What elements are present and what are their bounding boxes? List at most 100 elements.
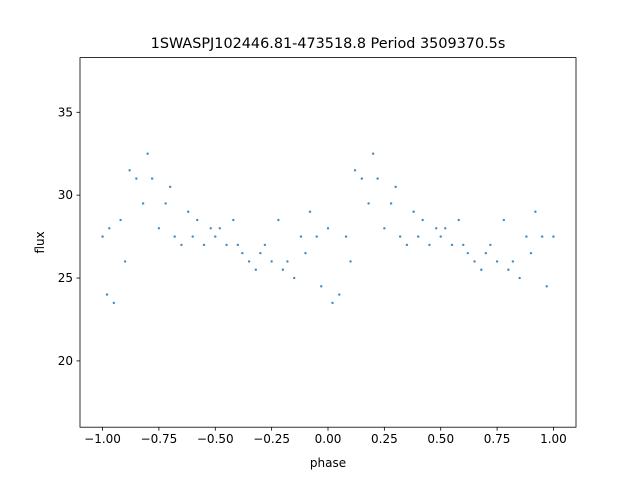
data-point: [444, 227, 447, 230]
data-point: [552, 235, 555, 238]
data-point: [286, 260, 289, 263]
x-tick-label: −1.00: [84, 432, 121, 446]
data-point: [421, 218, 424, 222]
data-point: [263, 243, 267, 247]
x-tick-label: 0.75: [484, 432, 511, 446]
data-point: [462, 243, 465, 247]
data-point: [292, 276, 296, 280]
data-point: [123, 260, 127, 263]
data-point: [308, 210, 312, 213]
data-point: [270, 260, 273, 263]
data-point: [254, 268, 258, 271]
data-point: [466, 251, 469, 255]
data-point: [435, 227, 438, 230]
data-point: [457, 218, 460, 222]
data-point: [112, 301, 116, 305]
x-axis-label: phase: [310, 456, 346, 470]
data-point: [259, 251, 262, 255]
data-point: [232, 218, 235, 222]
data-point: [209, 227, 212, 230]
plot-frame: [79, 57, 577, 428]
y-tick-label: 30: [58, 188, 73, 202]
plot-area: [80, 57, 576, 428]
data-point: [304, 251, 307, 255]
data-point: [146, 152, 149, 155]
data-point: [480, 268, 483, 271]
x-tick-label: −0.75: [141, 432, 178, 446]
data-point: [225, 243, 228, 247]
data-point: [320, 285, 323, 288]
data-point: [331, 301, 334, 305]
data-point: [371, 152, 375, 155]
data-point: [507, 268, 510, 271]
data-point: [376, 177, 379, 180]
x-axis-ticks: −1.00 −0.75 −0.50 −0.25 0.00 0.25 0.50 0.75 1.00: [84, 427, 567, 446]
data-point: [394, 185, 397, 189]
data-point: [529, 251, 533, 255]
data-point: [416, 235, 420, 238]
x-tick-label: 0.25: [371, 432, 398, 446]
data-point: [344, 235, 348, 238]
data-point: [128, 169, 131, 172]
x-tick-label: −0.25: [253, 432, 290, 446]
data-points: [101, 152, 555, 305]
data-point: [428, 243, 431, 247]
data-point: [191, 235, 194, 238]
data-point: [247, 260, 251, 263]
data-point: [214, 235, 217, 238]
data-point: [218, 227, 221, 230]
data-point: [383, 227, 386, 230]
y-axis-label: flux: [33, 231, 47, 253]
data-point: [281, 268, 285, 271]
data-point: [241, 251, 244, 255]
data-point: [135, 177, 138, 180]
data-point: [367, 202, 370, 205]
data-point: [349, 260, 352, 263]
data-point: [164, 202, 167, 205]
data-point: [168, 185, 172, 189]
data-point: [518, 276, 521, 280]
y-tick-label: 20: [58, 354, 73, 368]
data-point: [141, 202, 145, 205]
data-point: [105, 293, 109, 296]
x-tick-label: 0.50: [427, 432, 454, 446]
data-point: [450, 243, 454, 247]
data-point: [196, 218, 199, 222]
data-point: [360, 177, 364, 180]
data-point: [439, 235, 442, 238]
data-point: [495, 260, 499, 263]
data-point: [353, 169, 357, 172]
data-point: [108, 227, 111, 230]
data-point: [389, 202, 393, 205]
data-point: [502, 218, 506, 222]
data-point: [299, 235, 303, 238]
data-point: [545, 285, 548, 288]
data-point: [540, 235, 544, 238]
data-point: [157, 227, 161, 230]
data-point: [202, 243, 206, 247]
data-point: [119, 218, 122, 222]
data-point: [511, 260, 515, 263]
data-point: [315, 235, 318, 238]
y-axis-ticks: 20 25 30 35: [58, 105, 80, 368]
data-point: [405, 243, 409, 247]
data-point: [180, 243, 183, 247]
x-tick-label: 0.00: [315, 432, 342, 446]
y-tick-label: 35: [58, 105, 73, 119]
data-point: [150, 177, 154, 180]
data-point: [326, 227, 330, 230]
data-point: [277, 218, 280, 222]
y-tick-label: 25: [58, 271, 73, 285]
data-point: [534, 210, 537, 213]
data-point: [484, 251, 488, 255]
x-tick-label: −0.50: [197, 432, 234, 446]
data-point: [338, 293, 341, 296]
data-point: [101, 235, 104, 238]
chart-title: 1SWASPJ102446.81-473518.8 Period 3509370…: [151, 36, 506, 52]
data-point: [525, 235, 528, 238]
data-point: [489, 243, 492, 247]
data-point: [173, 235, 176, 238]
data-point: [187, 210, 190, 213]
